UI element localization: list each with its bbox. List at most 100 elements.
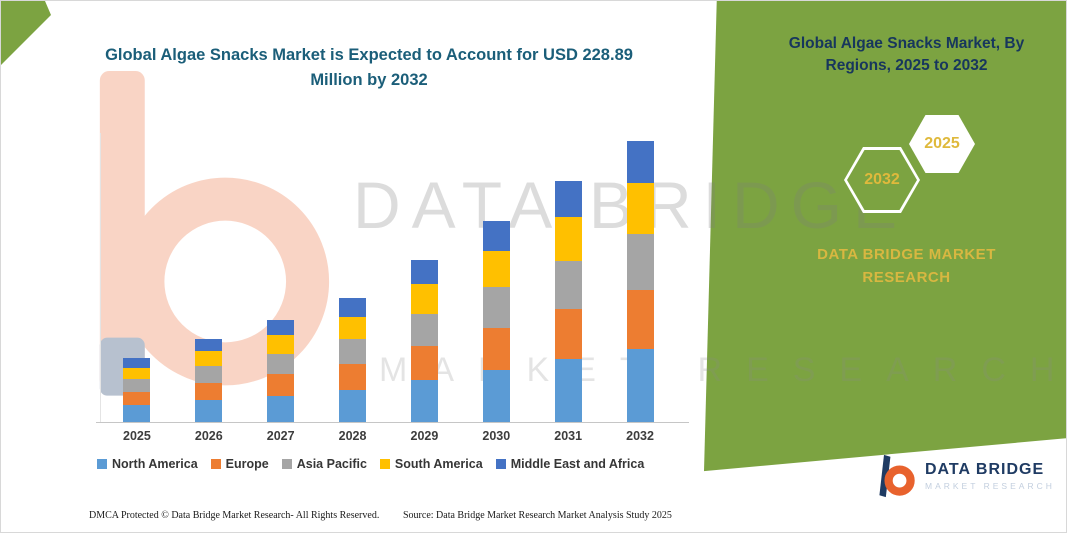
bar-segment (482, 327, 510, 370)
bar-column-2025 (101, 358, 173, 422)
bar-segment (554, 260, 582, 309)
legend-item: Middle East and Africa (495, 457, 645, 471)
bar-segment (123, 367, 151, 380)
bar-segment (339, 297, 367, 317)
bar-stack (339, 297, 367, 422)
bar-segment (554, 359, 582, 422)
bar-segment (123, 392, 151, 406)
hexagon-2025-label: 2025 (924, 135, 960, 152)
bar-segment (410, 379, 438, 422)
legend-swatch (97, 459, 107, 469)
legend-item: South America (379, 457, 483, 471)
legend-label: Asia Pacific (296, 457, 367, 471)
bar-segment (267, 395, 295, 422)
x-axis-label: 2031 (554, 429, 583, 443)
x-axis-label: 2029 (410, 429, 439, 443)
bar-segment (195, 366, 223, 383)
legend-swatch (495, 459, 506, 469)
hexagon-2032-label: 2032 (864, 171, 900, 188)
bar-segment (339, 389, 367, 422)
legend-swatch (210, 459, 221, 469)
legend-label: Middle East and Africa (510, 457, 645, 471)
y-axis-line (100, 133, 101, 422)
hexagon-2032: 2032 (844, 147, 920, 213)
bar-segment (339, 338, 367, 364)
logo-name: DATA BRIDGE (925, 461, 1045, 478)
logo-subtext: MARKET RESEARCH (925, 481, 1055, 491)
bar-column-2027 (245, 320, 317, 422)
bar-segment (482, 251, 510, 288)
logo-texts: DATA BRIDGE MARKET RESEARCH (925, 461, 1055, 491)
bar-segment (482, 287, 510, 328)
x-axis-label: 2025 (123, 429, 151, 443)
bar-column-2032 (604, 141, 676, 422)
bar-segment (123, 379, 151, 393)
bar-column-2029 (389, 260, 461, 422)
bar-segment (267, 320, 295, 336)
legend-label: Europe (225, 457, 269, 471)
bar-stack (267, 320, 295, 422)
bar-segment (339, 316, 367, 339)
bar-column-2030 (460, 220, 532, 422)
side-panel (704, 1, 1066, 472)
legend-swatch (281, 459, 292, 469)
hexagon-2032-inner: 2032 (847, 150, 917, 210)
x-axis-line (96, 422, 689, 423)
bar-segment (626, 183, 654, 234)
bar-segment (339, 363, 367, 390)
bar-segment (123, 405, 151, 422)
x-axis-labels: 2025 2026 2027 2028 2029 2030 2031 2032 (101, 429, 676, 443)
bar-segment (410, 313, 438, 346)
brand-text: DATA BRIDGE MARKET RESEARCH (817, 246, 996, 286)
company-logo: DATA BRIDGE MARKET RESEARCH (873, 453, 1055, 499)
bar-segment (626, 289, 654, 349)
x-axis-label: 2026 (194, 429, 223, 443)
legend-item: Europe (210, 457, 269, 471)
chart-legend: North America Europe Asia Pacific South Ame… (97, 457, 702, 471)
bar-segment (195, 351, 223, 367)
bar-segment (267, 335, 295, 354)
bar-segment (626, 349, 654, 422)
footer-dmca-text: DMCA Protected © Data Bridge Market Rese… (89, 510, 380, 521)
bar-segment (626, 233, 654, 290)
bar-segment (482, 220, 510, 252)
legend-label: South America (394, 457, 483, 471)
bar-stack (482, 220, 510, 422)
bar-segment (626, 141, 654, 184)
bar-segment (195, 400, 223, 422)
bar-column-2026 (173, 338, 245, 422)
bar-segment (410, 260, 438, 285)
legend-item: Asia Pacific (281, 457, 367, 471)
bar-segment (482, 369, 510, 422)
legend-label: North America (112, 457, 198, 471)
bar-segment (195, 338, 223, 352)
bar-segment (554, 181, 582, 218)
bar-column-2031 (532, 181, 604, 422)
x-axis-label: 2028 (338, 429, 367, 443)
footer-source-text: Source: Data Bridge Market Research Mark… (403, 510, 672, 521)
legend-item: North America (97, 457, 198, 471)
bar-column-2028 (317, 297, 389, 422)
corner-hexagon-icon (1, 1, 51, 65)
bar-stack (410, 260, 438, 422)
bar-segment (195, 382, 223, 401)
bar-segment (410, 345, 438, 380)
x-axis-label: 2027 (266, 429, 295, 443)
bar-segment (554, 217, 582, 261)
bar-stack (626, 141, 654, 422)
bar-stack (195, 338, 223, 422)
b-logo-icon (879, 454, 915, 498)
bar-segment (410, 284, 438, 314)
legend-swatch (379, 459, 390, 469)
panel-title: Global Algae Snacks Market, By Regions, … (788, 35, 1025, 75)
bar-segment (267, 353, 295, 375)
x-axis-label: 2030 (482, 429, 511, 443)
bar-segment (554, 308, 582, 360)
bar-segment (123, 358, 151, 368)
bar-segment (267, 374, 295, 396)
watermark-brand-text: DATA BRIDGE (353, 168, 908, 242)
x-axis-label: 2032 (626, 429, 654, 443)
bar-stack (123, 358, 151, 422)
bar-stack (554, 181, 582, 422)
